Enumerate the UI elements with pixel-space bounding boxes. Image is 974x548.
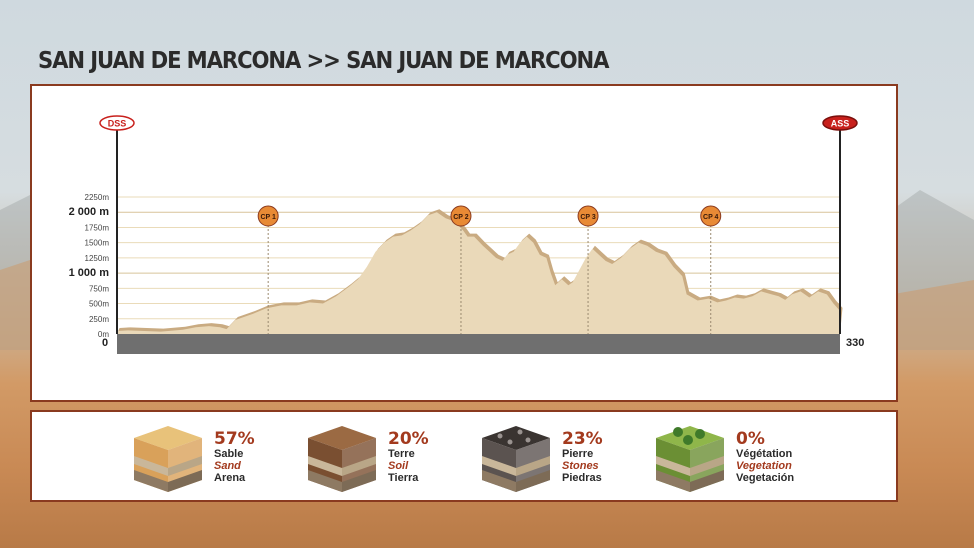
block-stratum xyxy=(482,470,516,492)
terrain-label-es: Arena xyxy=(214,472,246,484)
block-stratum xyxy=(308,456,342,476)
x-end-label: 330 xyxy=(846,337,864,349)
block-stratum xyxy=(308,470,342,492)
terrain-breakdown-panel: 57% Sable Sand Arena 20% Terre Soil Tier… xyxy=(30,410,898,502)
block-stratum xyxy=(516,470,550,492)
terrain-label-fr: Pierre xyxy=(562,448,594,460)
terrain-percent: 20% xyxy=(388,429,429,449)
block-stratum xyxy=(516,456,550,476)
sand-block-icon xyxy=(134,426,202,492)
marker-badge xyxy=(99,115,135,131)
terrain-percent: 23% xyxy=(562,429,603,449)
checkpoint-label: CP 1 xyxy=(260,214,276,221)
elevation-profile-area xyxy=(117,212,840,334)
stage-title: SAN JUAN DE MARCONA >> SAN JUAN DE MARCO… xyxy=(38,48,609,74)
y-tick-label: 1250m xyxy=(85,254,110,263)
stone-icon xyxy=(507,439,513,445)
terrain-percent: 57% xyxy=(214,429,255,449)
y-tick-label: 2250m xyxy=(85,193,110,202)
terrain-label-es: Tierra xyxy=(388,472,419,484)
terrain-label-en: Stones xyxy=(562,460,599,472)
block-stratum xyxy=(134,456,168,476)
tree-icon xyxy=(695,429,705,439)
terrain-label-fr: Sable xyxy=(214,448,244,460)
y-tick-label: 2 000 m xyxy=(69,206,110,218)
y-tick-label: 1500m xyxy=(85,239,110,248)
checkpoint-badge xyxy=(577,205,599,227)
vegetation-block-icon xyxy=(656,426,724,492)
elevation-profile-chart: 0m 250m 500m 750m 1 000 m 1250m 1500m 1750m 2 00… xyxy=(69,115,864,354)
x-start-label: 0 xyxy=(102,337,108,349)
stone-icon xyxy=(497,433,503,439)
tree-icon xyxy=(683,435,693,445)
y-tick-label: 1 000 m xyxy=(69,267,110,279)
stone-icon xyxy=(517,429,523,435)
block-stratum xyxy=(168,470,202,492)
block-stratum xyxy=(690,470,724,492)
y-tick-label: 250m xyxy=(89,315,109,324)
checkpoint-label: CP 2 xyxy=(453,214,469,221)
soil-block-icon xyxy=(308,426,376,492)
stone-icon xyxy=(525,437,531,443)
block-stratum xyxy=(342,456,376,476)
block-stratum xyxy=(656,470,690,492)
block-stratum xyxy=(482,456,516,476)
terrain-label-fr: Végétation xyxy=(736,448,793,460)
marker-label: DSS xyxy=(108,119,127,129)
y-tick-label: 750m xyxy=(89,284,109,293)
marker-badge xyxy=(822,115,858,131)
terrain-label-en: Sand xyxy=(214,460,241,472)
block-stratum xyxy=(168,456,202,476)
elevation-profile-panel: 0m 250m 500m 750m 1 000 m 1250m 1500m 1750m 2 00… xyxy=(30,84,898,402)
block-stratum xyxy=(690,456,724,476)
checkpoint-label: CP 3 xyxy=(580,214,596,221)
stones-block-icon xyxy=(482,426,550,492)
terrain-label-fr: Terre xyxy=(388,448,415,460)
terrain-label-es: Piedras xyxy=(562,472,602,484)
terrain-percent: 0% xyxy=(736,429,765,449)
tree-icon xyxy=(673,427,683,437)
y-tick-label: 0m xyxy=(98,330,109,339)
ground-bar xyxy=(117,334,840,354)
checkpoint-badge xyxy=(700,205,722,227)
block-stratum xyxy=(134,470,168,492)
checkpoint-badge xyxy=(450,205,472,227)
block-stratum xyxy=(342,470,376,492)
terrain-label-es: Vegetación xyxy=(736,472,795,484)
block-stratum xyxy=(656,456,690,476)
terrain-label-en: Vegetation xyxy=(736,460,792,472)
terrain-label-en: Soil xyxy=(388,460,409,472)
y-tick-label: 500m xyxy=(89,300,109,309)
checkpoint-label: CP 4 xyxy=(703,214,719,221)
checkpoint-badge xyxy=(257,205,279,227)
y-tick-label: 1750m xyxy=(85,223,110,232)
marker-label: ASS xyxy=(831,119,850,129)
